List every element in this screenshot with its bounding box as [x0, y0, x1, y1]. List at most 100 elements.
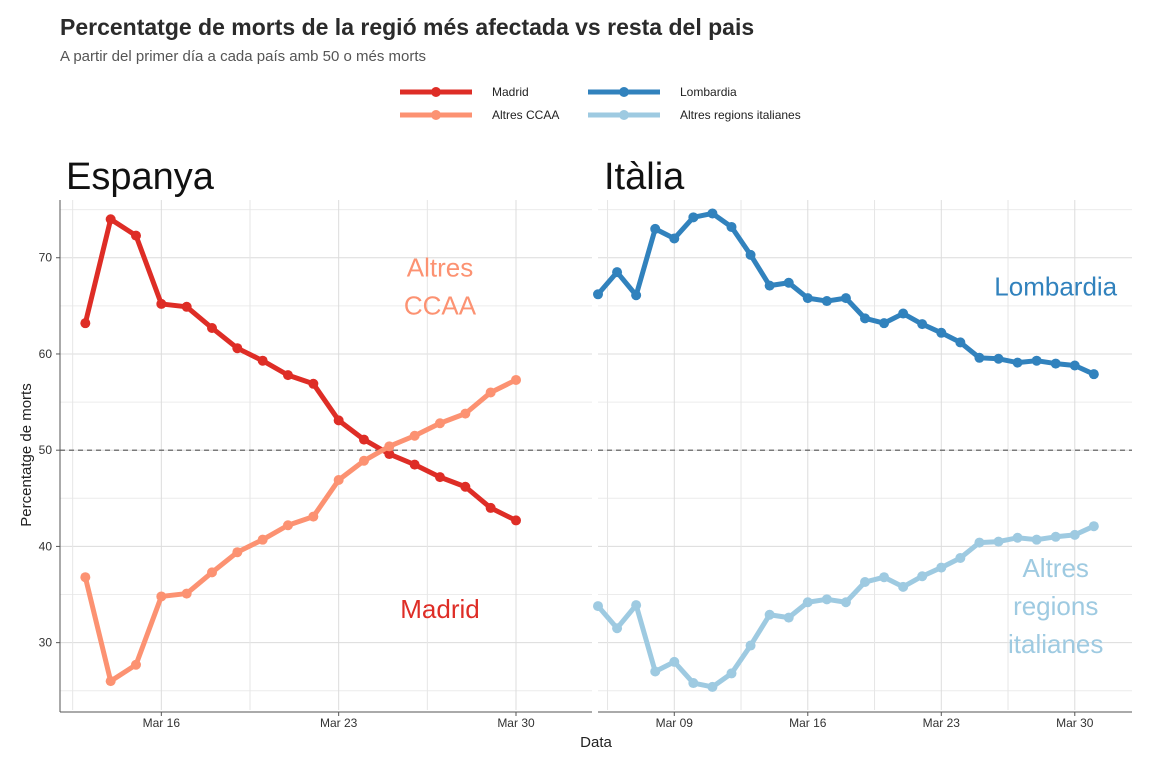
- data-point: [688, 212, 699, 223]
- data-point: [669, 233, 680, 244]
- data-point: [511, 515, 521, 526]
- data-point: [879, 572, 890, 583]
- data-point: [802, 293, 813, 304]
- series-annotation: CCAA: [404, 291, 477, 321]
- data-point: [745, 640, 756, 651]
- data-point: [974, 537, 985, 548]
- data-point: [156, 298, 167, 309]
- chart-subtitle: A partir del primer día a cada país amb …: [60, 48, 426, 65]
- data-point: [840, 597, 851, 608]
- data-point: [181, 301, 192, 312]
- data-point: [840, 293, 851, 304]
- panel-espanya: Espanya 30 40 50 60 70 Mar 16 Mar 23 Mar 30 Altre…: [39, 156, 592, 730]
- data-point: [207, 567, 217, 578]
- legend-item: Madrid: [400, 85, 529, 99]
- data-point: [764, 280, 775, 291]
- y-tick-label: 70: [39, 251, 53, 265]
- data-point: [688, 678, 699, 689]
- legend-swatch-dot: [431, 87, 441, 97]
- data-point: [726, 221, 737, 232]
- data-point: [181, 588, 192, 599]
- data-point: [955, 552, 966, 563]
- data-point: [359, 434, 369, 445]
- data-point: [409, 430, 420, 441]
- data-point: [283, 520, 293, 531]
- data-point: [1031, 534, 1042, 545]
- legend-label: Madrid: [492, 85, 529, 99]
- series-annotation: Altres: [1022, 553, 1088, 583]
- data-point: [860, 577, 870, 588]
- data-point: [257, 355, 268, 366]
- x-tick-label: Mar 23: [923, 716, 961, 730]
- data-point: [650, 223, 661, 234]
- x-tick-label: Mar 16: [789, 716, 827, 730]
- data-point: [802, 597, 813, 608]
- legend-item: Altres CCAA: [400, 108, 559, 122]
- data-point: [1050, 358, 1061, 369]
- data-point: [485, 502, 496, 513]
- legend-swatch-dot: [619, 87, 629, 97]
- data-point: [435, 418, 445, 429]
- series-annotation: italianes: [1008, 629, 1103, 659]
- series-annotation: Madrid: [400, 594, 479, 624]
- data-point: [105, 214, 116, 225]
- data-point: [460, 481, 471, 492]
- data-point: [821, 594, 832, 605]
- data-point: [898, 308, 909, 319]
- data-point: [631, 290, 642, 301]
- data-point: [1088, 521, 1099, 532]
- data-point: [80, 572, 91, 583]
- data-point: [764, 609, 775, 620]
- data-point: [384, 441, 395, 452]
- data-point: [783, 612, 794, 623]
- data-point: [707, 208, 718, 219]
- y-tick-label: 50: [39, 443, 53, 457]
- panel-title: Itàlia: [604, 156, 685, 198]
- data-point: [612, 267, 623, 278]
- data-point: [80, 318, 91, 329]
- data-point: [917, 571, 928, 582]
- legend-item: Altres regions italianes: [588, 108, 801, 122]
- data-point: [1069, 360, 1080, 371]
- data-point: [232, 547, 243, 558]
- data-point: [669, 656, 680, 667]
- legend-label: Altres CCAA: [492, 108, 559, 122]
- x-tick-label: Mar 16: [143, 716, 181, 730]
- panel-italia: Itàlia Mar 09 Mar 16 Mar 23 Mar 30 Lombardia A…: [593, 156, 1132, 730]
- series-lombardia: [593, 208, 1099, 380]
- data-point: [974, 352, 985, 363]
- y-tick-label: 30: [39, 636, 53, 650]
- data-point: [460, 408, 471, 419]
- data-point: [783, 277, 794, 288]
- legend-label: Lombardia: [680, 85, 737, 99]
- legend-swatch-dot: [619, 110, 629, 120]
- data-point: [593, 601, 603, 612]
- y-tick-label: 40: [39, 539, 53, 553]
- data-point: [821, 296, 832, 307]
- data-point: [631, 600, 642, 611]
- data-point: [726, 668, 737, 679]
- data-point: [860, 313, 870, 324]
- series-line: [82, 377, 519, 684]
- data-point: [1050, 531, 1061, 542]
- series-altres-regions-italianes: [593, 521, 1099, 692]
- data-point: [359, 455, 369, 466]
- data-point: [435, 472, 445, 483]
- legend-swatch-dot: [431, 110, 441, 120]
- data-point: [650, 666, 661, 677]
- data-point: [156, 591, 167, 602]
- data-point: [1031, 355, 1042, 366]
- panel-title: Espanya: [66, 156, 215, 198]
- data-point: [384, 449, 395, 460]
- data-point: [105, 676, 116, 687]
- data-point: [955, 337, 966, 348]
- x-axis-title: Data: [580, 734, 612, 751]
- data-point: [308, 378, 319, 389]
- data-point: [993, 536, 1004, 547]
- data-point: [879, 318, 890, 329]
- chart-title: Percentatge de morts de la regió més afe…: [60, 14, 755, 40]
- series-annotation: regions: [1013, 591, 1098, 621]
- data-point: [707, 681, 718, 692]
- x-tick-label: Mar 09: [656, 716, 694, 730]
- data-point: [936, 327, 947, 338]
